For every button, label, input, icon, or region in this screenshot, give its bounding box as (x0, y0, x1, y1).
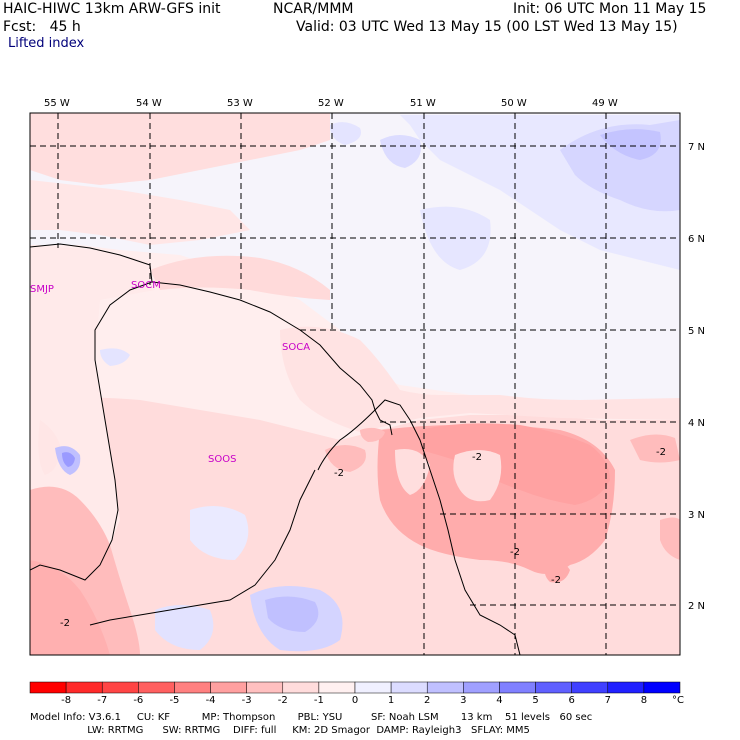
colorbar-swatch (318, 681, 356, 694)
contour-label: -2 (472, 452, 482, 463)
colorbar-swatch (499, 681, 536, 694)
lat-label: 5 N (688, 326, 705, 337)
contour-label: -2 (334, 468, 344, 479)
colorbar-swatch (607, 681, 645, 694)
lon-label: 51 W (410, 98, 436, 109)
lifted-index-field (30, 113, 680, 655)
colorbar-swatch (354, 681, 392, 694)
colorbar-tick-label: -3 (242, 695, 252, 706)
lon-label: 54 W (136, 98, 162, 109)
forecast-hour: Fcst: 45 h (3, 19, 81, 35)
contour-label: -2 (510, 547, 520, 558)
colorbar-swatch (65, 681, 103, 694)
organization: NCAR/MMM (273, 1, 354, 17)
model-title: HAIC-HIWC 13km ARW-GFS init (3, 1, 221, 17)
colorbar-tick-label: -6 (133, 695, 143, 706)
station-soca: SOCA (282, 342, 310, 353)
colorbar-swatch (138, 681, 175, 694)
colorbar-tick-label: 1 (388, 695, 394, 706)
contour-label: -2 (60, 618, 70, 629)
colorbar-swatch (210, 681, 247, 694)
colorbar-tick-label: 5 (532, 695, 538, 706)
station-smjp: SMJP (30, 284, 54, 295)
colorbar-labels: -8 -7 -6 -5 -4 -3 -2 -1 0 1 2 3 4 5 6 7 8 (61, 695, 647, 706)
station-soos: SOOS (208, 454, 236, 465)
lat-label: 2 N (688, 601, 705, 612)
colorbar-tick-label: 6 (568, 695, 574, 706)
colorbar-swatch (282, 681, 320, 694)
lat-label: 7 N (688, 142, 705, 153)
colorbar-tick-label: -5 (169, 695, 179, 706)
colorbar-swatch (101, 681, 139, 694)
lat-label: 3 N (688, 510, 705, 521)
colorbar-swatch (535, 681, 572, 694)
colorbar-tick-label: -8 (61, 695, 71, 706)
colorbar-swatch (246, 681, 284, 694)
lon-label: 49 W (592, 98, 618, 109)
latitude-labels: 7 N 6 N 5 N 4 N 3 N 2 N (688, 142, 705, 612)
contour-labels: -2 -2 -2 -2 -2 -2 (60, 447, 666, 629)
colorbar (29, 681, 681, 694)
colorbar-tick-label: 3 (460, 695, 466, 706)
colorbar-tick-label: 4 (496, 695, 502, 706)
colorbar-swatch (463, 681, 500, 694)
lon-label: 53 W (227, 98, 253, 109)
colorbar-swatch (643, 681, 681, 694)
colorbar-tick-label: -4 (206, 695, 216, 706)
lat-label: 6 N (688, 234, 705, 245)
longitude-labels: 55 W 54 W 53 W 52 W 51 W 50 W 49 W (44, 98, 618, 109)
model-info-line1: Model Info: V3.6.1 CU: KF MP: Thompson P… (30, 712, 593, 723)
colorbar-swatch (29, 681, 67, 694)
valid-time: Valid: 03 UTC Wed 13 May 15 (00 LST Wed … (296, 19, 678, 35)
model-info-line2: LW: RRTMG SW: RRTMG DIFF: full KM: 2D Sm… (30, 725, 530, 736)
lon-label: 52 W (318, 98, 344, 109)
lat-label: 4 N (688, 418, 705, 429)
station-socm: SOCM (131, 280, 161, 291)
colorbar-tick-label: 0 (352, 695, 358, 706)
coastline (30, 243, 521, 655)
colorbar-tick-label: 7 (605, 695, 611, 706)
lat-lon-grid (30, 113, 680, 655)
station-labels: SMJP SOCM SOCA SOOS (30, 280, 310, 465)
lon-label: 55 W (44, 98, 70, 109)
map-frame (29, 112, 681, 656)
contour-label: -2 (656, 447, 666, 458)
colorbar-tick-label: -7 (97, 695, 107, 706)
colorbar-unit: °C (672, 695, 684, 706)
colorbar-tick-label: 2 (424, 695, 430, 706)
field-name: Lifted index (8, 36, 85, 51)
lon-label: 50 W (501, 98, 527, 109)
colorbar-swatch (426, 681, 464, 694)
colorbar-swatch (571, 681, 609, 694)
init-time: Init: 06 UTC Mon 11 May 15 (513, 1, 707, 17)
colorbar-tick-label: -1 (314, 695, 324, 706)
colorbar-tick-label: 8 (641, 695, 647, 706)
contour-label: -2 (551, 575, 561, 586)
colorbar-swatch (174, 681, 211, 694)
colorbar-swatch (390, 681, 428, 694)
colorbar-tick-label: -2 (278, 695, 288, 706)
